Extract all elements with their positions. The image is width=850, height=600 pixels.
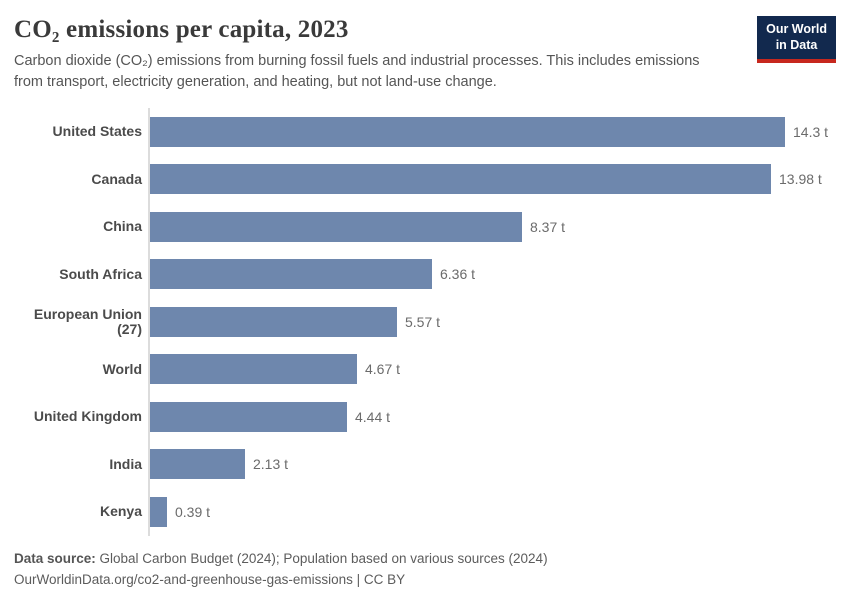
- category-label: Kenya: [99, 503, 142, 520]
- bar-track: 14.3 t: [148, 108, 836, 156]
- value-label: 4.44 t: [355, 408, 391, 425]
- bar-track: 2.13 t: [148, 440, 836, 489]
- bar-chart: United States 14.3 t Canada 13.98 t China 8.3…: [14, 108, 836, 536]
- chart-row: European Union (27) 5.57 t: [14, 298, 836, 346]
- bar-track: 13.98 t: [148, 155, 836, 204]
- owid-logo[interactable]: Our World in Data: [757, 16, 836, 64]
- bar-track: 4.67 t: [148, 345, 836, 394]
- value-label: 6.36 t: [440, 266, 476, 283]
- category-label: World: [102, 360, 142, 377]
- value-label: 13.98 t: [779, 171, 822, 188]
- bar[interactable]: [150, 401, 347, 432]
- category-label: Canada: [91, 170, 142, 187]
- header-text: CO₂ emissions per capita, 2023 Carbon di…: [14, 14, 726, 92]
- bar[interactable]: [150, 164, 771, 195]
- chart-footer: Data source: Global Carbon Budget (2024)…: [14, 548, 836, 591]
- data-source-text: Global Carbon Budget (2024); Population …: [95, 550, 548, 566]
- bar[interactable]: [150, 116, 785, 147]
- category-label: United States: [52, 123, 142, 140]
- chart-row: India 2.13 t: [14, 440, 836, 489]
- category-label: European Union (27): [33, 305, 142, 337]
- footer-url-line[interactable]: OurWorldinData.org/co2-and-greenhouse-ga…: [14, 572, 406, 588]
- chart-row: United States 14.3 t: [14, 108, 836, 156]
- value-label: 5.57 t: [405, 313, 441, 330]
- bar-rows: United States 14.3 t Canada 13.98 t China 8.3…: [14, 108, 836, 536]
- bar[interactable]: [150, 306, 397, 337]
- owid-logo-line1: Our World: [766, 22, 827, 36]
- bar-track: 5.57 t: [148, 298, 836, 346]
- category-label: India: [109, 455, 142, 472]
- value-label: 4.67 t: [365, 361, 401, 378]
- bar[interactable]: [150, 449, 245, 480]
- value-label: 0.39 t: [175, 503, 211, 520]
- chart-row: China 8.37 t: [14, 203, 836, 251]
- data-source-label: Data source:: [14, 550, 96, 566]
- category-label: United Kingdom: [33, 408, 142, 425]
- value-label: 14.3 t: [793, 123, 829, 140]
- bar[interactable]: [150, 211, 522, 242]
- bar-track: 6.36 t: [148, 250, 836, 299]
- bar-track: 4.44 t: [148, 393, 836, 441]
- chart-row: Canada 13.98 t: [14, 155, 836, 204]
- chart-subtitle: Carbon dioxide (CO₂) emissions from burn…: [14, 53, 700, 90]
- bar[interactable]: [150, 354, 357, 385]
- category-label: China: [103, 218, 142, 235]
- bar[interactable]: [150, 259, 432, 290]
- value-label: 8.37 t: [530, 218, 566, 235]
- bar-track: 0.39 t: [148, 488, 836, 536]
- owid-logo-line2: in Data: [775, 37, 818, 52]
- chart-title: CO₂ emissions per capita, 2023: [14, 16, 349, 43]
- value-label: 2.13 t: [253, 456, 289, 473]
- category-label: South Africa: [59, 265, 142, 282]
- chart-row: United Kingdom 4.44 t: [14, 393, 836, 441]
- chart-row: South Africa 6.36 t: [14, 250, 836, 299]
- chart-row: World 4.67 t: [14, 345, 836, 394]
- chart-header: CO₂ emissions per capita, 2023 Carbon di…: [14, 14, 836, 92]
- bar[interactable]: [150, 496, 167, 527]
- footer-source-line: Data source: Global Carbon Budget (2024)…: [14, 548, 836, 570]
- chart-row: Kenya 0.39 t: [14, 488, 836, 536]
- bar-track: 8.37 t: [148, 203, 836, 251]
